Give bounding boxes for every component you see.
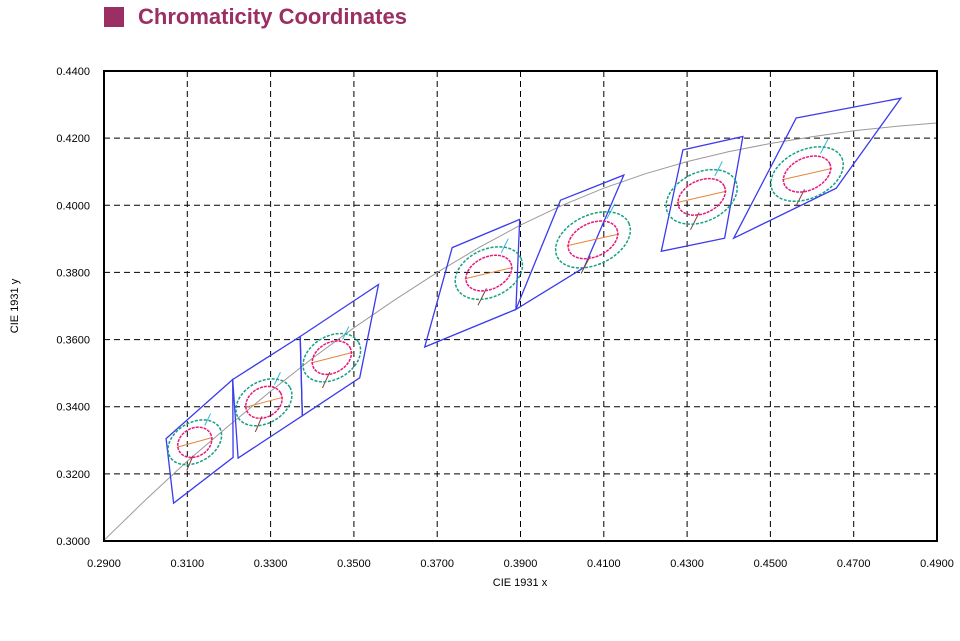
plot-border — [103, 70, 938, 542]
bin-axis-line-top — [273, 371, 281, 385]
bin-outer-ellipse — [454, 246, 524, 301]
bin-inner-ellipse — [177, 426, 213, 459]
bin-axis-line-bottom — [321, 371, 331, 389]
x-tick-label: 0.4100 — [587, 558, 621, 570]
bin-quadrangle — [514, 173, 626, 311]
y-tick-label: 0.3600 — [56, 335, 90, 347]
bin-quadrangle — [660, 135, 744, 253]
x-tick-label: 0.3100 — [170, 558, 204, 570]
bin-locus-segment — [566, 233, 620, 247]
x-axis-label: CIE 1931 x — [493, 577, 548, 589]
bin-6 — [660, 135, 744, 253]
y-tick-label: 0.3800 — [56, 267, 90, 279]
bin-inner-ellipse — [245, 385, 283, 420]
bin-4 — [423, 218, 524, 349]
bin-axis-line-top — [204, 413, 212, 426]
bin-1 — [165, 378, 234, 505]
bin-inner-ellipse — [782, 155, 832, 193]
bin-2 — [232, 335, 303, 460]
bin-quadrangle — [732, 97, 903, 240]
grid-lines — [104, 71, 937, 541]
bin-axis-line-top — [820, 138, 829, 154]
bin-locus-segment — [781, 167, 833, 181]
y-tick-label: 0.4400 — [56, 66, 90, 78]
blackbody-locus-layer — [104, 122, 937, 541]
y-tick-label: 0.4000 — [56, 200, 90, 212]
bin-axis-line-bottom — [186, 455, 194, 471]
bin-quadrangle — [299, 283, 380, 417]
title-square-icon — [104, 7, 124, 27]
bin-outer-ellipse — [554, 211, 632, 269]
blackbody-locus-line — [104, 122, 937, 541]
x-tick-label: 0.2900 — [87, 558, 121, 570]
bin-locus-segment — [244, 396, 284, 409]
bin-axis-line-top — [606, 203, 616, 219]
bin-outer-ellipse — [770, 146, 845, 203]
chart-title: Chromaticity Coordinates — [104, 4, 407, 30]
bins-layer — [165, 97, 903, 505]
chart-title-text: Chromaticity Coordinates — [138, 4, 407, 29]
bin-inner-ellipse — [311, 340, 353, 376]
x-tick-label: 0.4500 — [754, 558, 788, 570]
bin-axis-line-top — [500, 238, 509, 254]
tick-labels: 0.2900 0.3100 0.3300 0.3500 0.3700 0.3900 0.41… — [56, 66, 953, 570]
bin-outer-ellipse — [167, 419, 223, 466]
bin-inner-ellipse — [465, 254, 513, 292]
bin-5 — [514, 173, 632, 311]
y-tick-label: 0.3400 — [56, 402, 90, 414]
x-tick-label: 0.3500 — [337, 558, 371, 570]
bin-locus-segment — [676, 190, 727, 204]
bin-axis-line-top — [342, 326, 350, 340]
x-tick-label: 0.4700 — [837, 558, 871, 570]
bin-outer-ellipse — [665, 168, 738, 225]
y-axis-label: CIE 1931 y — [9, 278, 21, 333]
bin-inner-ellipse — [567, 220, 619, 260]
y-tick-label: 0.4200 — [56, 133, 90, 145]
x-tick-label: 0.3900 — [504, 558, 538, 570]
bin-quadrangle — [165, 378, 234, 505]
x-tick-label: 0.4300 — [670, 558, 704, 570]
bin-3 — [299, 283, 380, 417]
x-tick-label: 0.3300 — [254, 558, 288, 570]
bin-axis-line-top — [714, 161, 723, 177]
bin-7 — [732, 97, 903, 240]
y-tick-label: 0.3000 — [56, 536, 90, 548]
y-tick-label: 0.3200 — [56, 469, 90, 481]
bin-inner-ellipse — [677, 177, 727, 216]
bin-locus-segment — [310, 351, 353, 364]
bin-quadrangle — [423, 218, 521, 349]
bin-locus-segment — [176, 436, 213, 448]
bin-axis-line-bottom — [795, 189, 805, 207]
bin-locus-segment — [464, 266, 514, 280]
bin-outer-ellipse — [235, 378, 293, 427]
x-tick-label: 0.3700 — [420, 558, 454, 570]
x-tick-label: 0.4900 — [920, 558, 954, 570]
